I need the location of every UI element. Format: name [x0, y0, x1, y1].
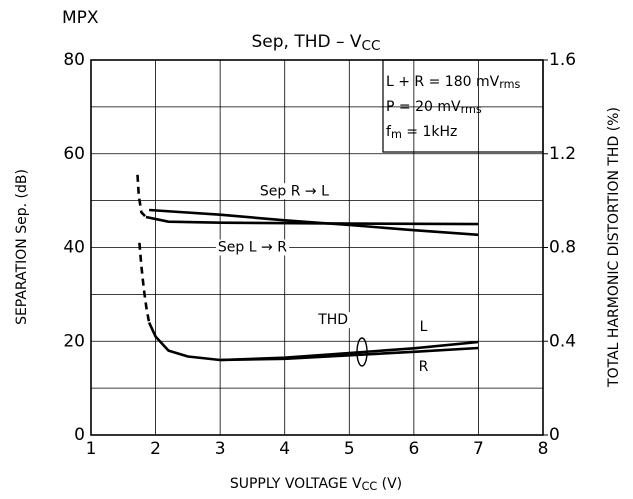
chart-title-part: CC [362, 38, 381, 54]
y2-axis-label-part: TOTAL HARMONIC DISTORTION THD (%) [606, 107, 622, 388]
x-tick-label: 4 [279, 439, 290, 459]
y2-tick-label: 0.8 [549, 238, 576, 258]
chart-title: Sep, THD – VCC [251, 32, 380, 54]
x-tick-label: 1 [86, 439, 97, 459]
y-tick-label: 80 [63, 50, 85, 70]
annotation: L [420, 319, 428, 335]
y-tick-label: 60 [63, 144, 85, 164]
plot-frame [90, 59, 544, 436]
condition: L + R = 180 mVrms [386, 74, 520, 91]
series-line [220, 346, 479, 362]
series-line [145, 215, 479, 226]
condition-part: L + R = 180 mV [386, 74, 500, 90]
x-tick-label: 8 [538, 439, 549, 459]
x-axis-label-part: CC [362, 480, 378, 493]
y2-tick-label: 1.6 [549, 50, 576, 70]
condition-part: = 1kHz [402, 124, 458, 140]
annotation: THD [317, 312, 348, 328]
annotation-bg [417, 319, 430, 336]
x-tick-label: 2 [150, 439, 161, 459]
chart-title-part: Sep, THD – V [251, 32, 361, 52]
series-line [138, 242, 151, 323]
annotation-bg [215, 239, 290, 256]
y-tick-label: 40 [63, 238, 85, 258]
annotation-bg [257, 183, 332, 200]
x-axis-label: SUPPLY VOLTAGE VCC (V) [230, 476, 402, 493]
conditions-box [382, 59, 544, 153]
series-line [136, 174, 147, 218]
condition-part: rms [461, 103, 482, 116]
condition-part: m [391, 128, 402, 141]
annotation: Sep R → L [260, 183, 329, 199]
x-tick-label: 3 [215, 439, 226, 459]
y-axis-label: SEPARATION Sep. (dB) [14, 169, 30, 325]
corner-label: MPX [62, 8, 99, 28]
x-axis-label-part: SUPPLY VOLTAGE V [230, 476, 362, 492]
y2-tick-label: 0.4 [549, 331, 576, 351]
condition-part: f [386, 124, 392, 140]
y-tick-label: 20 [63, 331, 85, 351]
x-tick-label: 6 [408, 439, 419, 459]
y2-tick-label: 0 [549, 425, 560, 445]
annotation-bg [315, 312, 351, 329]
y-tick-label: 0 [74, 425, 85, 445]
condition: P = 20 mVrms [386, 99, 482, 116]
x-axis-label-part: (V) [377, 476, 402, 492]
x-tick-label: 5 [344, 439, 355, 459]
y2-tick-label: 1.2 [549, 144, 576, 164]
condition: fm = 1kHz [386, 124, 457, 141]
y-axis-label-part: SEPARATION Sep. (dB) [14, 169, 30, 325]
condition-part: rms [499, 78, 520, 91]
x-tick-label: 7 [473, 439, 484, 459]
annotation-bg [416, 359, 431, 376]
condition-part: P = 20 mV [386, 99, 461, 115]
annotation: Sep L → R [218, 240, 287, 256]
annotation: R [419, 359, 429, 375]
y2-axis-label: TOTAL HARMONIC DISTORTION THD (%) [606, 107, 622, 388]
